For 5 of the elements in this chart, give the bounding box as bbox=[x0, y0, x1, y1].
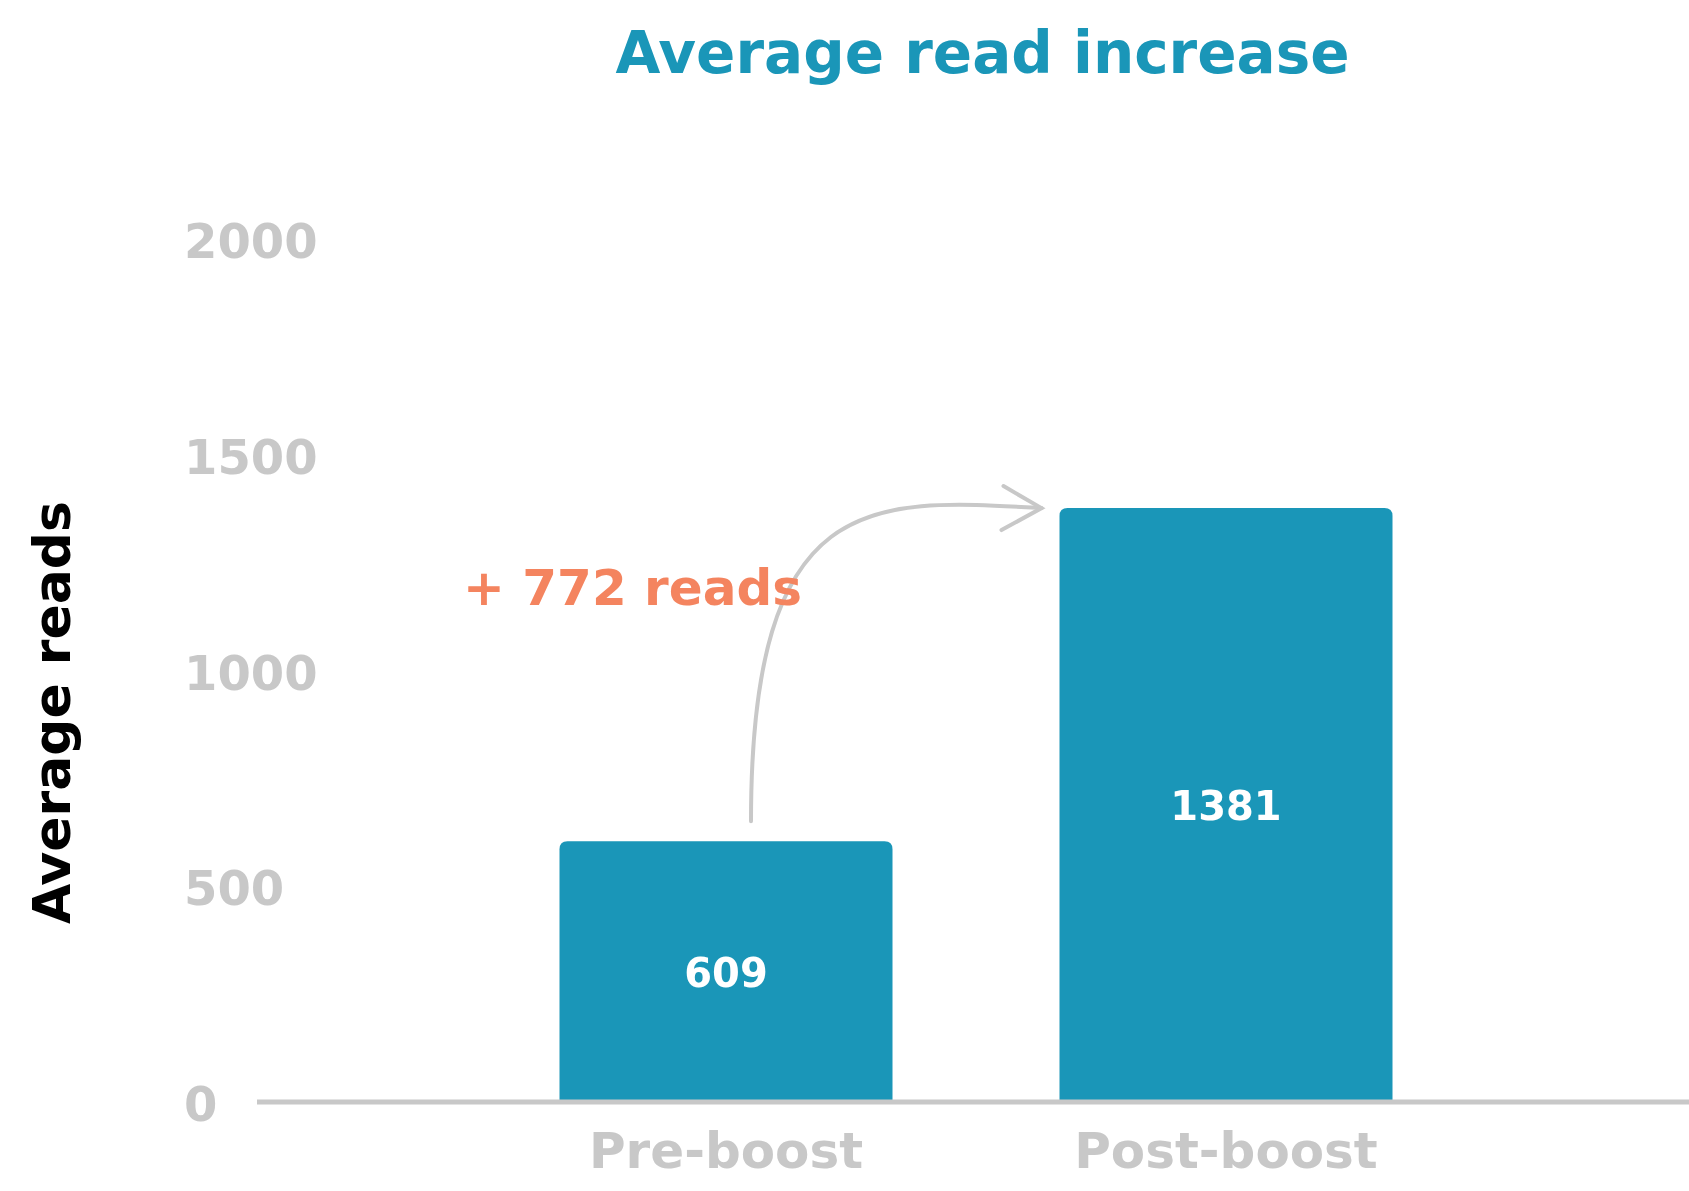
annotation: + 772 reads bbox=[463, 559, 802, 617]
y-axis-title: Average reads bbox=[22, 500, 82, 925]
data-label: 1381 bbox=[1170, 783, 1282, 830]
chart-title: Average read increase bbox=[615, 19, 1350, 87]
data-label: 609 bbox=[684, 949, 768, 996]
